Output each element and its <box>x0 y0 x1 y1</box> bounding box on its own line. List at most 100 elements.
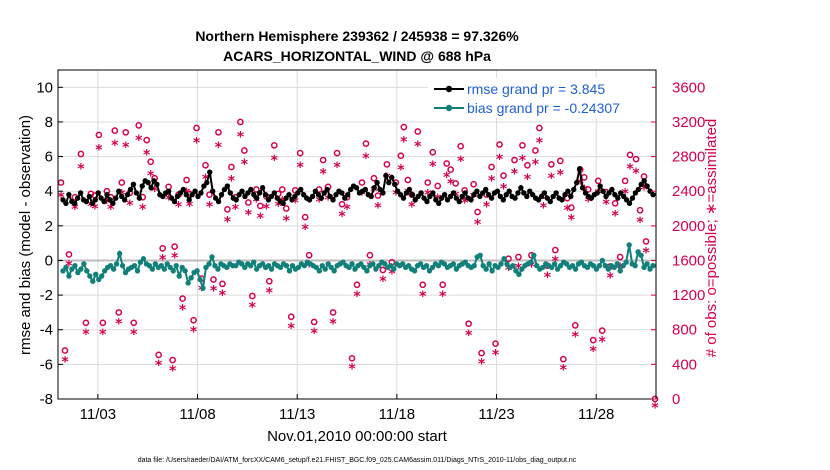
obs-possible-marker <box>424 179 432 186</box>
obs-possible-marker <box>419 281 427 289</box>
obs-possible-marker <box>589 336 597 344</box>
rmse-point <box>412 197 418 203</box>
y-right-tick-label: 1600 <box>672 252 705 269</box>
obs-possible-marker <box>319 156 327 164</box>
y-axis-left-ticks: -8 -6 -4 -2 0 2 4 6 8 10 <box>36 79 63 408</box>
bias-point <box>60 268 66 274</box>
rmse-point <box>615 195 621 201</box>
rmse-point <box>409 191 416 198</box>
bias-point <box>617 268 623 274</box>
obs-assimilated-marker: * <box>470 190 478 206</box>
bias-point <box>209 254 215 260</box>
chart-title-line-2: ACARS_HORIZONTAL_WIND @ 688 hPa <box>223 48 491 64</box>
rmse-point <box>154 181 160 187</box>
bias-point <box>519 266 525 272</box>
obs-possible-marker <box>571 322 579 329</box>
rmse-point <box>309 193 316 200</box>
obs-assimilated-marker: * <box>606 271 614 287</box>
obs-assimilated-marker: * <box>500 181 508 197</box>
obs-possible-marker <box>457 142 465 150</box>
obs-assimilated-marker: * <box>232 202 240 218</box>
bias-point <box>319 262 325 269</box>
rmse-point <box>127 186 134 193</box>
rmse-point <box>254 195 260 201</box>
obs-assimilated-marker: * <box>408 200 416 216</box>
rmse-point <box>380 190 386 196</box>
rmse-point <box>456 198 462 205</box>
bias-point <box>328 264 334 271</box>
rmse-point <box>394 188 401 194</box>
rmse-point <box>450 190 457 196</box>
obs-assimilated-marker: * <box>483 200 491 216</box>
rmse-point <box>107 197 113 203</box>
obs-possible-marker <box>559 355 567 363</box>
obs-assimilated-marker: * <box>155 358 163 374</box>
y-axis-left-label: rmse and bias (model - observation) <box>17 115 34 355</box>
rmse-point <box>248 186 254 193</box>
rmse-point <box>215 198 222 205</box>
obs-assimilated-marker: * <box>599 335 607 351</box>
obs-assimilated-marker: * <box>249 300 257 316</box>
obs-assimilated-marker: * <box>358 188 366 204</box>
obs-possible-marker <box>190 316 197 324</box>
obs-possible-marker <box>252 186 260 193</box>
obs-possible-marker <box>147 158 155 166</box>
obs-assimilated-marker: * <box>642 246 650 262</box>
obs-possible-marker <box>404 176 412 184</box>
obs-assimilated-marker: * <box>478 356 486 372</box>
rmse-point <box>324 186 330 193</box>
obs-assimilated-marker: * <box>111 138 119 154</box>
bias-point <box>134 268 141 274</box>
bias-point <box>498 261 504 267</box>
obs-assimilated-marker: * <box>572 330 580 346</box>
bias-point <box>614 261 620 267</box>
bias-point <box>75 269 81 276</box>
rmse-point <box>562 191 568 198</box>
obs-assimilated-marker: * <box>237 130 245 146</box>
obs-assimilated-marker: * <box>488 174 496 190</box>
rmse-point <box>224 183 231 189</box>
obs-assimilated-marker: * <box>536 136 544 152</box>
obs-possible-marker <box>61 347 69 354</box>
bias-point <box>140 256 147 262</box>
obs-assimilated-marker: * <box>292 195 300 211</box>
y-left-tick-label: 10 <box>36 79 53 96</box>
y-left-tick-label: 2 <box>45 218 53 235</box>
x-axis-ticks: 11/03 11/08 11/13 11/18 11/23 11/28 <box>80 394 614 423</box>
obs-possible-marker <box>265 277 273 285</box>
bias-point <box>286 268 293 274</box>
bias-point <box>462 259 468 265</box>
obs-assimilated-marker: * <box>198 283 206 299</box>
bias-point <box>599 257 606 264</box>
bias-point <box>233 262 239 269</box>
bias-point <box>265 262 272 269</box>
rmse-point <box>576 166 583 172</box>
rmse-point <box>512 195 518 201</box>
x-tick-label: 11/03 <box>80 406 116 423</box>
obs-assimilated-marker: * <box>283 213 291 229</box>
bias-point <box>146 262 153 269</box>
obs-assimilated-marker: * <box>577 176 585 192</box>
obs-possible-marker <box>556 157 564 165</box>
rmse-point <box>494 188 501 194</box>
rmse-point <box>330 197 336 203</box>
obs-assimilated-marker: * <box>263 201 271 217</box>
obs-possible-marker <box>397 152 405 160</box>
rmse-point <box>151 178 157 184</box>
obs-assimilated-marker: * <box>266 285 274 301</box>
bias-point <box>170 268 176 274</box>
rmse-point <box>160 193 166 200</box>
obs-possible-marker <box>636 206 644 214</box>
obs-possible-marker <box>414 128 422 135</box>
rmse-point <box>571 186 577 193</box>
bias-point <box>63 264 69 271</box>
rmse-point <box>77 190 84 196</box>
rmse-point <box>262 191 269 198</box>
rmse-point <box>638 181 644 187</box>
rmse-point <box>345 191 351 198</box>
rmse-point <box>148 185 154 191</box>
rmse-point <box>535 197 542 203</box>
bias-point <box>423 262 430 269</box>
rmse-point <box>397 191 404 198</box>
rmse-point <box>298 186 304 193</box>
